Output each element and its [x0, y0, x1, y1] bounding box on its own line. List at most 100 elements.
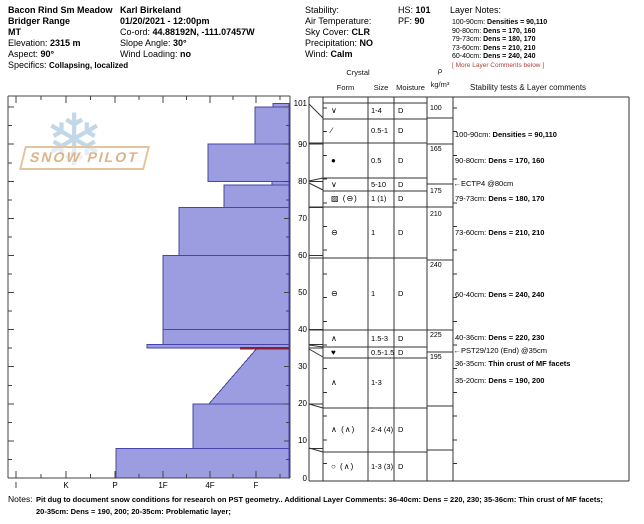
layer-notes-title: Layer Notes: [450, 5, 502, 15]
grain-size-cell: 1.5-3 [371, 333, 389, 343]
depth-label: 10 [298, 436, 307, 446]
layer-comment: 35-20cm: Dens = 190, 200 [455, 376, 545, 385]
grain-form-cell: ⊖ [331, 227, 339, 237]
hardness-label: 4F [205, 481, 215, 490]
layer-notes-list: 100-90cm: Densities = 90,110 90-80cm: Den… [452, 19, 547, 70]
density-value: 175 [430, 188, 442, 195]
grain-size-cell: 1-3 [371, 378, 382, 387]
hardness-label: K [63, 481, 69, 490]
grain-size-cell: 1 [371, 289, 376, 298]
layer-note-line: 79-73cm: Dens = 180, 170 [452, 36, 536, 43]
weather-line: Air Temperature: [305, 16, 372, 26]
grain-form-cell: ∧ [331, 333, 338, 343]
layer-comment: 40-36cm: Dens = 220, 230 [455, 333, 545, 342]
grain-form-cell: ● [331, 155, 337, 165]
moisture-cell: D [398, 289, 404, 298]
layer-comment: 79-73cm: Dens = 180, 170 [455, 194, 545, 203]
moisture-cell: D [398, 425, 404, 434]
grain-form-cell: ∧ [331, 378, 338, 387]
col-header-density-unit: kg/m³ [430, 80, 450, 89]
notes-line: 20-35cm: Dens = 190, 200; 20-35cm: Probl… [36, 507, 231, 516]
layer-note-line: 73-60cm: Dens = 210, 210 [452, 44, 536, 52]
density-value: 195 [430, 354, 442, 361]
notes-line: Pit dug to document snow conditions for … [36, 495, 603, 504]
weather-line: Wind: Calm [305, 49, 353, 59]
density-value: 240 [430, 262, 442, 269]
grain-size-cell: 1-3 (3) [371, 461, 394, 471]
layer-note-line: 90-80cm: Dens = 170, 160 [452, 27, 536, 35]
depth-label: 80 [298, 176, 307, 186]
depth-label: 70 [298, 213, 307, 223]
observer-line: Karl Birkeland [120, 5, 182, 15]
hs-pf-line: PF: 90 [398, 16, 425, 26]
grain-form-cell: ♥ [331, 347, 337, 357]
grain-form-cell: ▨ (⊖) [331, 194, 358, 203]
moisture-cell: D [398, 333, 404, 343]
grain-size-cell: 1 (1) [371, 194, 387, 203]
hs-pf-line: HS: 101 [398, 5, 431, 15]
notes-label: Notes: [8, 494, 33, 504]
grain-size-cell: 1-4 [371, 106, 382, 115]
moisture-cell: D [398, 106, 404, 115]
hardness-label: 1F [158, 481, 168, 490]
moisture-cell: D [398, 126, 404, 135]
moisture-cell: D [398, 227, 404, 237]
grain-form-cell: ∨ [331, 179, 338, 189]
hardness-label: I [14, 481, 18, 490]
hardness-label: P [112, 481, 118, 490]
location-line: Bacon Rind Sm Meadow [8, 5, 113, 15]
grain-size-cell: 0.5-1.5 [371, 347, 395, 357]
layer-comment: 36-35cm: Thin crust of MF facets [455, 359, 571, 368]
depth-label: 101 [293, 98, 307, 108]
density-value: 210 [430, 211, 442, 218]
grain-size-cell: 0.5-1 [371, 126, 389, 135]
hardness-label: F [253, 481, 259, 490]
observer-line: Wind Loading: no [120, 49, 192, 59]
observer-line: Co-ord: 44.88192N, -111.07457W [120, 27, 255, 37]
location-line: Aspect: 90° [8, 49, 55, 59]
grain-form-cell: ∕ [331, 126, 334, 135]
layer-comment: 60-40cm: Dens = 240, 240 [455, 290, 545, 299]
location-info: Bacon Rind Sm Meadow Bridger Range MT Eleva… [8, 5, 128, 71]
grain-size-cell: 1 [371, 227, 376, 237]
depth-label: 90 [298, 139, 307, 149]
col-header-comments: Stability tests & Layer comments [470, 83, 587, 92]
more-comments-note: [ More Layer Comments below ] [452, 61, 545, 69]
moisture-cell: D [398, 155, 404, 165]
snowpilot-logo: ❄ SNOW PILOT [19, 98, 152, 184]
depth-label: 30 [298, 362, 307, 372]
observer-info: Karl Birkeland 01/20/2021 - 12:00pm Co-ord… [120, 5, 255, 60]
density-value: 165 [430, 146, 442, 153]
observer-line: 01/20/2021 - 12:00pm [120, 16, 210, 26]
depth-label: 60 [298, 250, 307, 260]
grain-form-cell: ⊖ [331, 289, 339, 298]
location-line: MT [8, 27, 21, 37]
layer-note-line: 100-90cm: Densities = 90,110 [452, 19, 548, 26]
weather-line: Precipitation: NO [305, 38, 374, 48]
depth-label: 20 [298, 399, 307, 409]
moisture-cell: D [398, 179, 404, 189]
location-line: Bridger Range [8, 16, 71, 26]
grain-form-cell: ○ (∧) [331, 461, 355, 471]
hs-pf-info: HS: 101 PF: 90 [398, 5, 431, 27]
moisture-cell: D [398, 194, 404, 203]
grain-form-cell: ∨ [331, 106, 338, 115]
moisture-cell: D [398, 461, 404, 471]
layer-note-line: 60-40cm: Dens = 240, 240 [452, 53, 536, 60]
depth-label: 40 [298, 325, 307, 335]
col-header-size: Size [373, 83, 389, 92]
layer-comment: 73-60cm: Dens = 210, 210 [455, 228, 545, 237]
grain-size-cell: 2-4 (4) [371, 425, 394, 434]
observer-line: Slope Angle: 30° [120, 38, 187, 48]
moisture-cell: D [398, 347, 404, 357]
layer-comment: 100-90cm: Densities = 90,110 [455, 130, 557, 139]
grain-size-cell: 0.5 [371, 155, 382, 165]
weather-line: Sky Cover: CLR [305, 27, 371, 37]
stability-test-label: ←ECTP4 @80cm [453, 179, 514, 188]
density-value: 225 [430, 332, 442, 339]
layer-comment: 90-80cm: Dens = 170, 160 [455, 156, 545, 165]
col-header-moisture: Moisture [396, 83, 425, 92]
stability-test-label: ←PST29/120 (End) @35cm [453, 346, 548, 355]
